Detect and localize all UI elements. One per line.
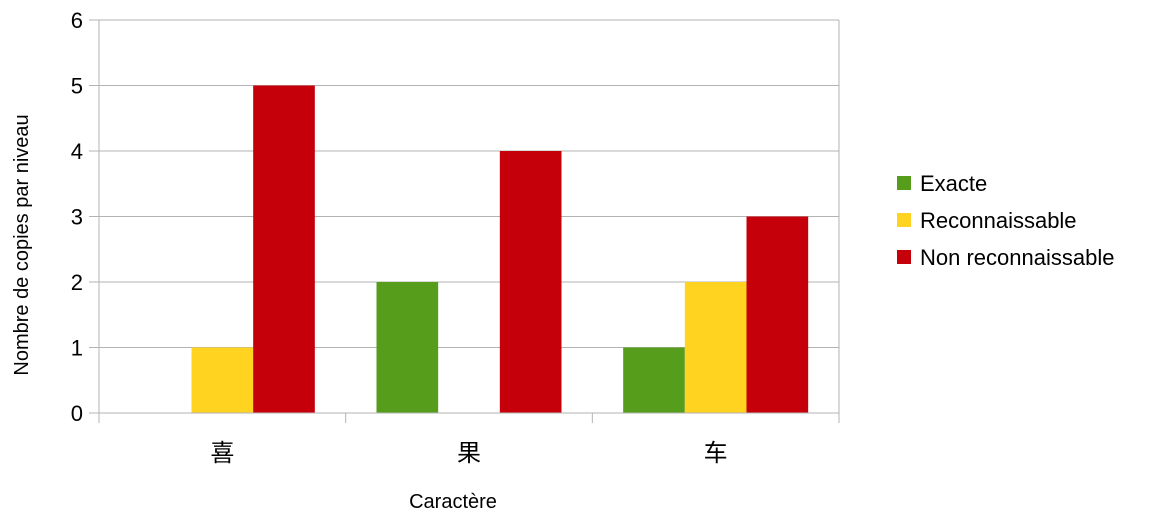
legend: Exacte Reconnaissable Non reconnaissable: [897, 171, 1114, 270]
axes: [89, 19, 840, 423]
bar: [684, 282, 747, 413]
legend-swatch: [897, 213, 911, 227]
legend-label: Non reconnaissable: [920, 245, 1114, 270]
bar: [253, 85, 315, 413]
y-tick-label: 6: [71, 8, 83, 33]
y-tick-label: 5: [71, 74, 83, 99]
legend-swatch: [897, 250, 911, 264]
legend-label: Exacte: [920, 171, 987, 196]
legend-swatch: [897, 176, 911, 190]
bar: [746, 216, 809, 413]
y-tick-labels: 0 1 2 3 4 5 6: [71, 8, 83, 426]
y-tick-label: 0: [71, 401, 83, 426]
y-tick-label: 1: [71, 336, 83, 361]
bar: [623, 347, 685, 413]
y-tick-label: 3: [71, 205, 83, 230]
y-tick-label: 2: [71, 270, 83, 295]
bar: [499, 151, 562, 413]
x-category-label: 喜: [210, 439, 234, 467]
x-category-labels: 喜果车: [210, 439, 727, 467]
bar: [376, 282, 439, 413]
y-tick-label: 4: [71, 139, 83, 164]
x-axis-title: Caractère: [409, 491, 497, 513]
x-category-label: 果: [457, 439, 481, 467]
legend-label: Reconnaissable: [920, 208, 1077, 233]
bars: [191, 85, 809, 413]
x-category-label: 车: [704, 439, 728, 467]
bar: [191, 347, 254, 413]
y-axis-title: Nombre de copies par niveau: [11, 114, 33, 375]
